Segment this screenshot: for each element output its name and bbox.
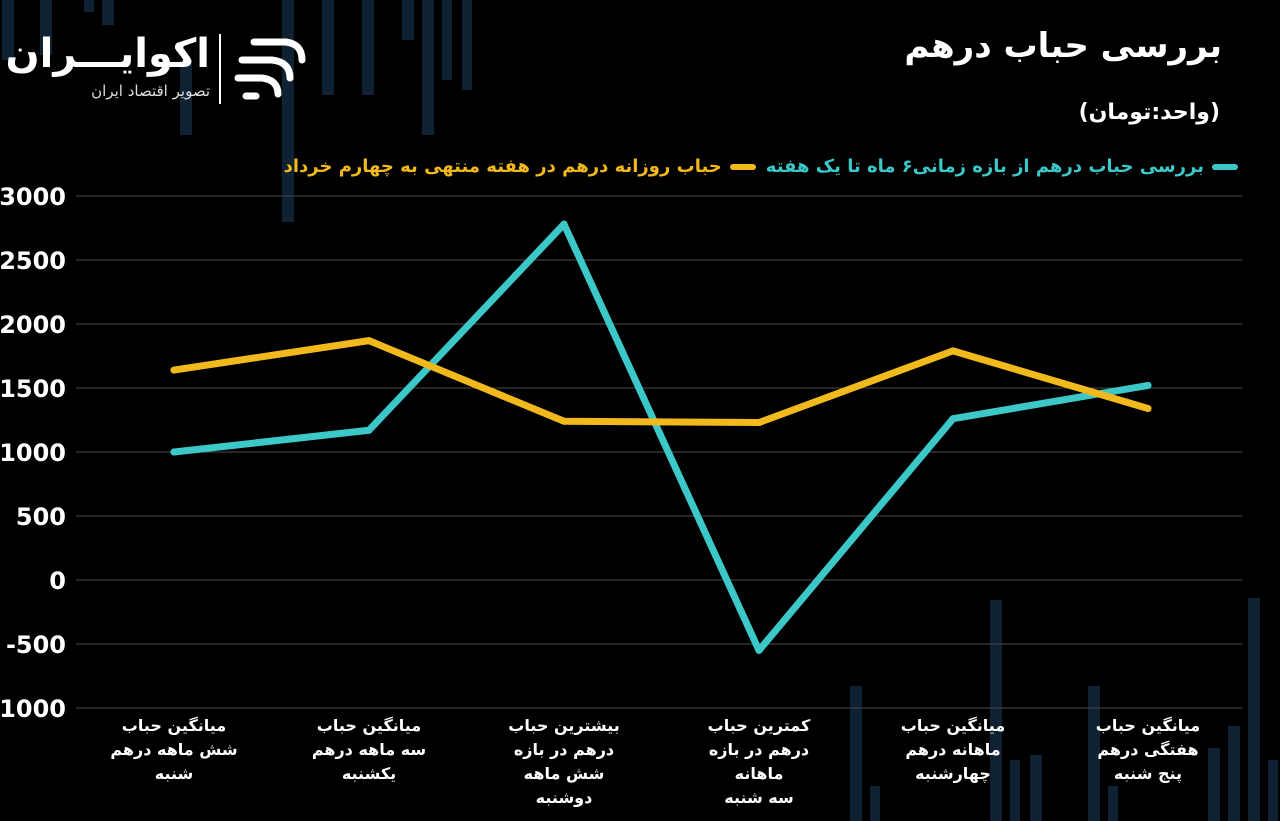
x-tick-label-line: شش ماهه درهم xyxy=(110,740,238,759)
x-tick-label-line: میانگین حباب xyxy=(1095,716,1201,735)
x-tick-label-line: بیشترین حباب xyxy=(508,716,620,735)
data-point xyxy=(560,417,568,425)
x-tick-label: میانگین حباب شش ماهه درهم شنبه xyxy=(99,714,249,786)
y-tick-label: 2000 xyxy=(0,311,66,339)
data-point xyxy=(755,419,763,427)
x-tick-label-line: یکشنبه xyxy=(341,764,397,783)
brand-name: اکوایـــران xyxy=(5,31,210,77)
chart-legend: بررسی حباب درهم از بازه زمانی۶ ماه تا یک… xyxy=(274,156,1238,177)
data-point xyxy=(170,366,178,374)
x-tick-label-line: کمترین حباب xyxy=(707,716,811,735)
data-point xyxy=(560,220,568,228)
x-tick-label-line: درهم در بازه ماهانه xyxy=(708,740,810,783)
series-line-1 xyxy=(170,337,1152,427)
x-tick-label-line: هفتگی درهم xyxy=(1097,740,1199,759)
y-tick-label: 1500 xyxy=(0,375,66,403)
data-point xyxy=(1144,404,1152,412)
legend-item-yellow: حباب روزانه درهم در هفته منتهی به چهارم … xyxy=(274,156,756,177)
brand-tagline: تصویر اقتصاد ایران xyxy=(91,82,210,100)
x-tick-label-line: پنج شنبه xyxy=(1113,764,1183,783)
legend-label-yellow: حباب روزانه درهم در هفته منتهی به چهارم … xyxy=(283,156,722,177)
y-tick-label: -500 xyxy=(6,631,66,659)
y-tick-label: 1000 xyxy=(0,439,66,467)
y-tick-label: 500 xyxy=(16,503,66,531)
x-tick-label-line: میانگین حباب xyxy=(121,716,227,735)
x-tick-label-line: چهارشنبه xyxy=(915,764,991,783)
data-point xyxy=(755,646,763,654)
x-tick-label: میانگین حباب هفتگی درهم پنج شنبه xyxy=(1073,714,1223,786)
y-tick-label: 0 xyxy=(49,567,66,595)
x-tick-label-line: میانگین حباب xyxy=(900,716,1006,735)
brand-mark-icon xyxy=(234,38,306,100)
unit-label: (واحد:تومان) xyxy=(1078,100,1220,125)
legend-label-teal: بررسی حباب درهم از بازه زمانی۶ ماه تا یک… xyxy=(765,156,1204,177)
page-title: بررسی حباب درهم xyxy=(904,26,1222,66)
x-tick-label-line: سه ماهه درهم xyxy=(311,740,427,759)
x-tick-label-line: میانگین حباب xyxy=(316,716,422,735)
data-point xyxy=(1144,381,1152,389)
legend-item-teal: بررسی حباب درهم از بازه زمانی۶ ماه تا یک… xyxy=(756,156,1238,177)
x-tick-label-line: شش ماهه xyxy=(523,764,605,783)
legend-swatch-teal xyxy=(1212,163,1238,170)
legend-swatch-yellow xyxy=(729,163,756,170)
series-line-0 xyxy=(170,220,1152,654)
x-tick-label: میانگین حباب سه ماهه درهم یکشنبه xyxy=(294,714,444,786)
x-tick-label-line: درهم در بازه xyxy=(513,740,615,759)
data-point xyxy=(365,426,373,434)
x-tick-label: میانگین حباب ماهانه درهم چهارشنبه xyxy=(878,714,1028,786)
y-tick-label: -1000 xyxy=(0,695,66,723)
data-point xyxy=(949,415,957,423)
x-tick-label-line: دوشنبه xyxy=(535,788,593,807)
brand-logo: اکوایـــران تصویر اقتصاد ایران xyxy=(5,28,310,108)
y-tick-label: 2500 xyxy=(0,247,66,275)
x-tick-label-line: سه شنبه xyxy=(724,788,794,807)
x-tick-label: کمترین حباب درهم در بازه ماهانه سه شنبه xyxy=(684,714,834,810)
data-point xyxy=(170,448,178,456)
x-tick-label-line: شنبه xyxy=(154,764,194,783)
x-tick-label: بیشترین حباب درهم در بازه شش ماهه دوشنبه xyxy=(489,714,639,810)
data-point xyxy=(949,347,957,355)
data-point xyxy=(365,337,373,345)
x-tick-label-line: ماهانه درهم xyxy=(905,740,1001,759)
logo-divider xyxy=(219,34,221,104)
y-tick-label: 3000 xyxy=(0,183,66,211)
